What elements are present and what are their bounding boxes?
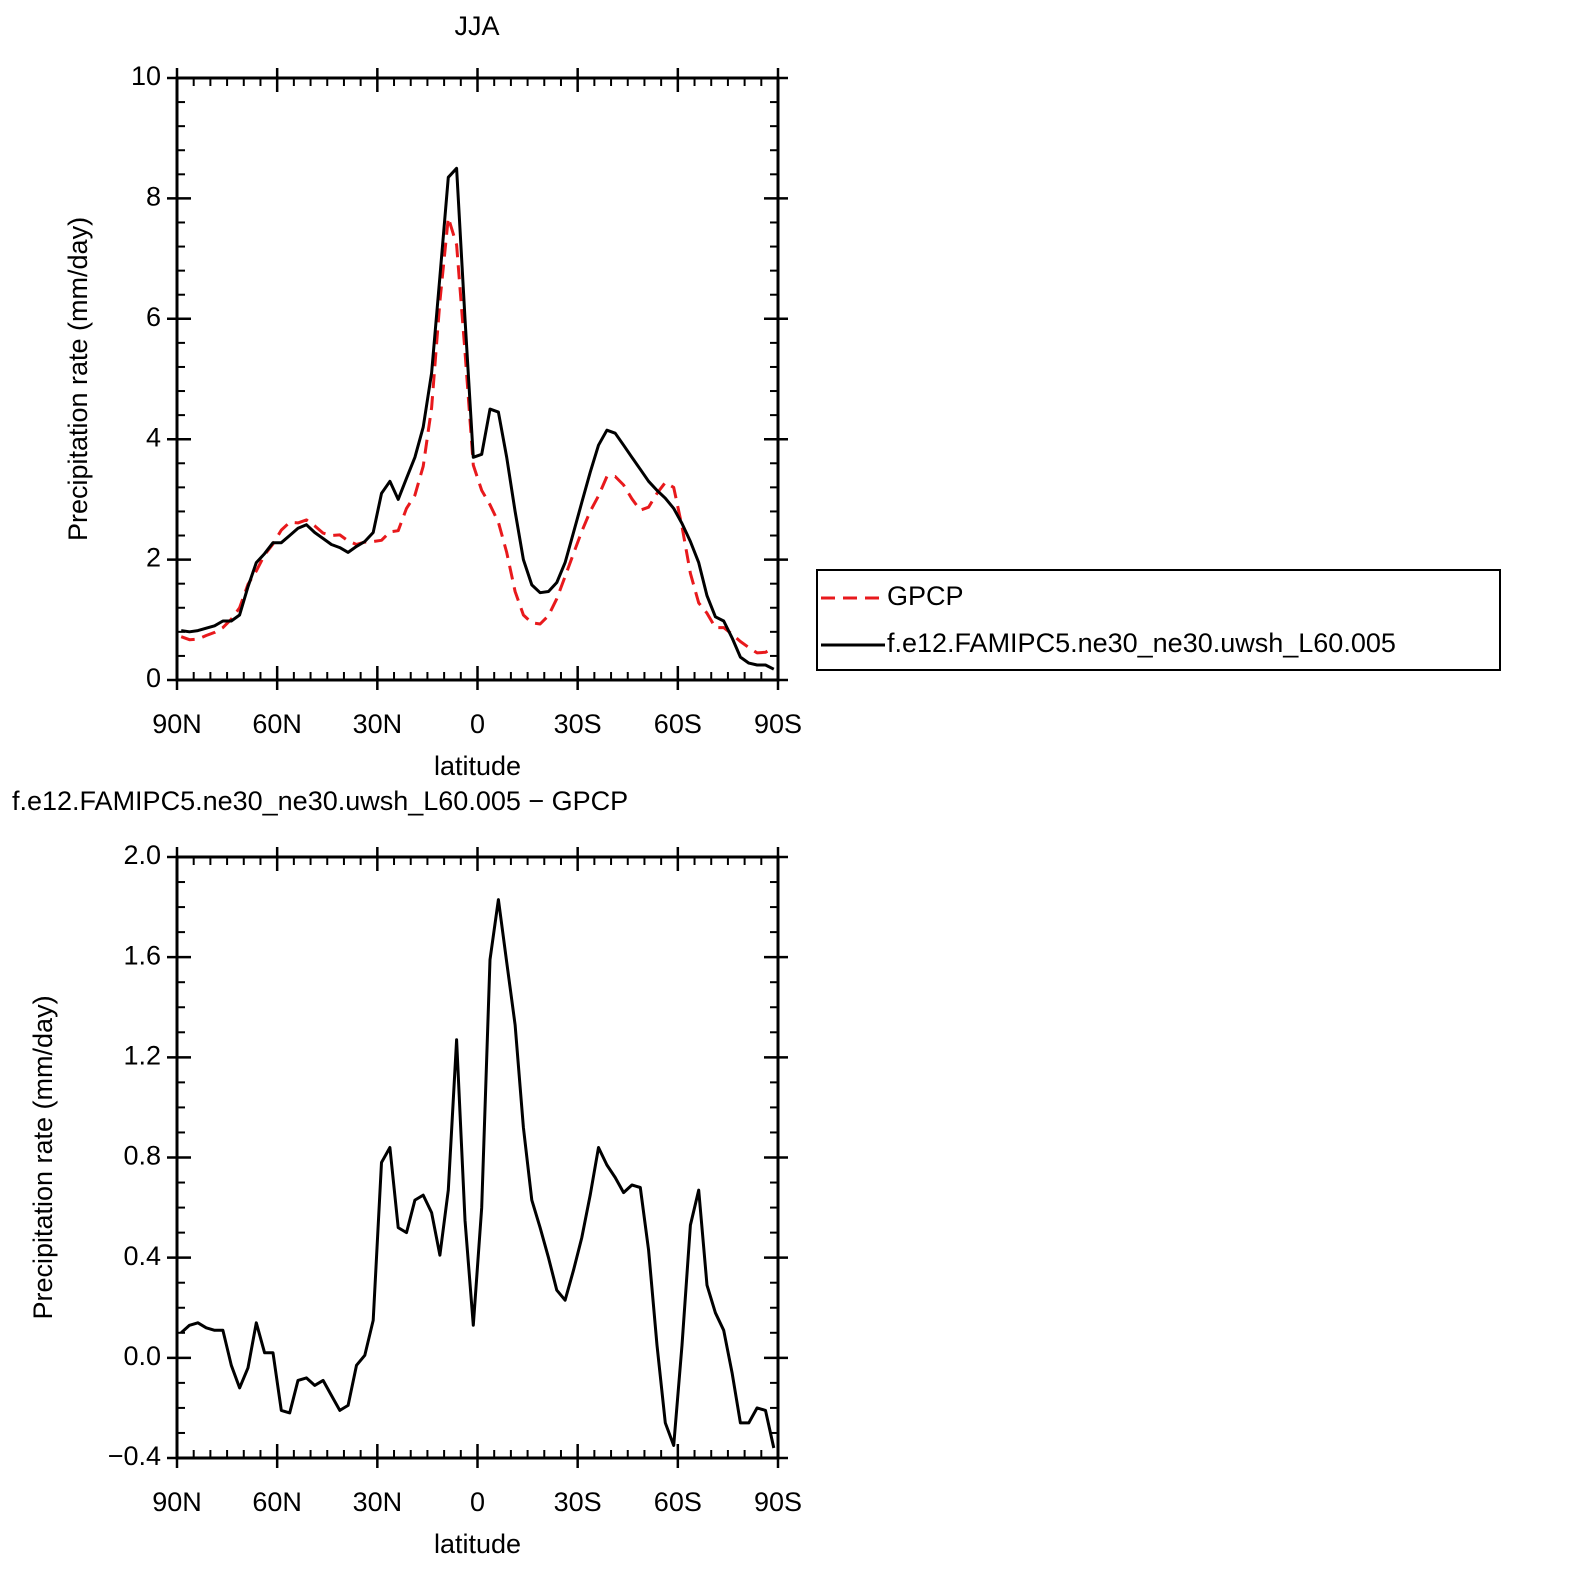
x-tick-label: 60N xyxy=(252,1487,302,1517)
y-tick-label: 0.0 xyxy=(123,1341,161,1371)
y-tick-label: 4 xyxy=(146,422,161,452)
x-tick-label: 90N xyxy=(152,709,202,739)
x-tick-label: 90S xyxy=(754,709,802,739)
x-tick-label: 30S xyxy=(554,1487,602,1517)
x-tick-label: 60S xyxy=(654,1487,702,1517)
x-tick-label: 30S xyxy=(554,709,602,739)
chart-title: JJA xyxy=(454,11,499,41)
y-axis-label: Precipitation rate (mm/day) xyxy=(28,995,58,1319)
x-tick-label: 30N xyxy=(353,1487,403,1517)
y-tick-label: 2.0 xyxy=(123,840,161,870)
x-tick-label: 60S xyxy=(654,709,702,739)
x-tick-label: 0 xyxy=(470,709,485,739)
x-tick-label: 60N xyxy=(252,709,302,739)
y-tick-label: 1.6 xyxy=(123,940,161,970)
x-axis-label: latitude xyxy=(434,1529,521,1559)
x-tick-label: 30N xyxy=(353,709,403,739)
x-tick-label: 0 xyxy=(470,1487,485,1517)
y-tick-label: 1.2 xyxy=(123,1040,161,1070)
y-tick-label: 0 xyxy=(146,663,161,693)
data-line xyxy=(180,166,775,671)
data-line xyxy=(180,898,776,1449)
chart-title: f.e12.FAMIPC5.ne30_ne30.uwsh_L60.005 − G… xyxy=(12,786,628,816)
plot-frame xyxy=(175,855,780,1460)
y-tick-label: −0.4 xyxy=(108,1441,161,1471)
y-axis-label: Precipitation rate (mm/day) xyxy=(63,217,93,541)
x-tick-label: 90N xyxy=(152,1487,202,1517)
y-tick-label: 6 xyxy=(146,302,161,332)
y-tick-label: 2 xyxy=(146,543,161,573)
plot-frame xyxy=(175,76,780,682)
data-line xyxy=(180,216,775,655)
x-axis-label: latitude xyxy=(434,751,521,781)
y-tick-label: 0.4 xyxy=(123,1241,161,1271)
legend-label: f.e12.FAMIPC5.ne30_ne30.uwsh_L60.005 xyxy=(887,628,1396,658)
y-tick-label: 10 xyxy=(131,61,161,91)
y-tick-label: 8 xyxy=(146,182,161,212)
x-tick-label: 90S xyxy=(754,1487,802,1517)
legend-label: GPCP xyxy=(887,581,964,611)
legend-box xyxy=(816,569,1501,671)
y-tick-label: 0.8 xyxy=(123,1141,161,1171)
